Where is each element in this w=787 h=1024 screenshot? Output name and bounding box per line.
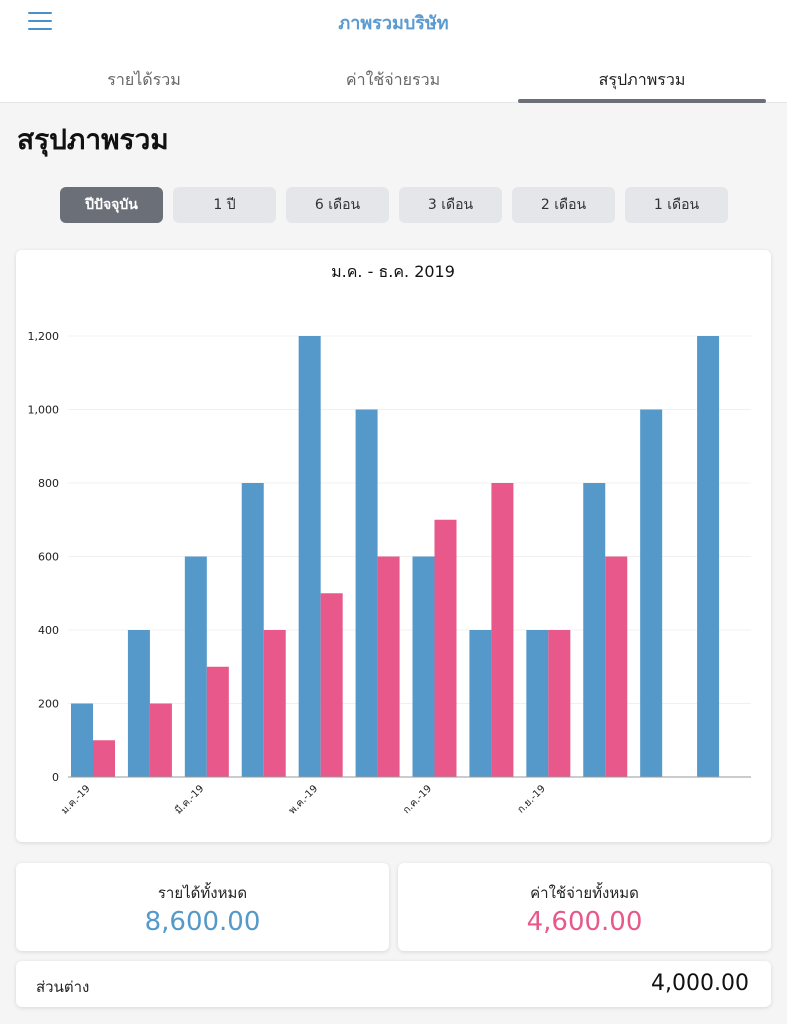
bar-income bbox=[697, 336, 720, 777]
bar-expense bbox=[434, 519, 457, 777]
page-title: สรุปภาพรวม bbox=[17, 123, 169, 156]
range-2-months-button[interactable]: 2 เดือน bbox=[512, 187, 615, 223]
range-current-year-button[interactable]: ปีปัจจุบัน bbox=[60, 187, 163, 223]
expense-total-label: ค่าใช้จ่ายทั้งหมด bbox=[530, 884, 639, 902]
bar-income bbox=[526, 630, 549, 777]
tab-income[interactable]: รายได้รวม bbox=[107, 70, 181, 89]
difference-label: ส่วนต่าง bbox=[36, 978, 90, 996]
tab-bar: รายได้รวม ค่าใช้จ่ายรวม สรุปภาพรวม bbox=[0, 60, 787, 103]
range-1-year-button[interactable]: 1 ปี bbox=[173, 187, 276, 223]
bar-expense bbox=[206, 666, 229, 777]
chart-title: ม.ค. - ธ.ค. 2019 bbox=[331, 262, 455, 281]
tab-expense[interactable]: ค่าใช้จ่ายรวม bbox=[345, 70, 441, 89]
bar-income bbox=[71, 703, 93, 777]
range-selector: ปีปัจจุบัน 1 ปี 6 เดือน 3 เดือน 2 เดือน … bbox=[60, 187, 728, 223]
x-tick-label: พ.ค.-19 bbox=[287, 783, 320, 816]
income-total-label: รายได้ทั้งหมด bbox=[157, 884, 248, 902]
bar-income bbox=[412, 556, 435, 777]
y-tick-label: 600 bbox=[38, 551, 59, 564]
expense-total-card: ค่าใช้จ่ายทั้งหมด 4,600.00 bbox=[398, 863, 771, 951]
bar-income bbox=[640, 409, 663, 777]
app-title: ภาพรวมบริษัท bbox=[338, 13, 449, 34]
x-tick-label: ก.ค.-19 bbox=[401, 783, 434, 816]
bar-income bbox=[184, 556, 207, 777]
income-total-card: รายได้ทั้งหมด 8,600.00 bbox=[16, 863, 389, 951]
bar-expense bbox=[491, 483, 514, 777]
top-bar: ภาพรวมบริษัท รายได้รวม ค่าใช้จ่ายรวม สรุ… bbox=[0, 0, 787, 103]
y-tick-label: 1,200 bbox=[28, 330, 60, 343]
bar-income bbox=[298, 336, 321, 777]
y-tick-label: 800 bbox=[38, 477, 59, 490]
difference-value: 4,000.00 bbox=[651, 971, 749, 996]
expense-total-value: 4,600.00 bbox=[526, 907, 643, 937]
chart-card: ม.ค. - ธ.ค. 2019 0 200 400 600 800 1,000 1,200… bbox=[16, 250, 771, 842]
y-tick-label: 200 bbox=[38, 698, 59, 711]
bar-income bbox=[469, 630, 492, 777]
income-total-value: 8,600.00 bbox=[144, 907, 261, 937]
bar-expense bbox=[93, 740, 115, 777]
tab-summary[interactable]: สรุปภาพรวม bbox=[518, 60, 766, 103]
menu-icon[interactable] bbox=[28, 12, 52, 32]
bar-expense bbox=[605, 556, 628, 777]
bar-expense bbox=[320, 593, 343, 777]
range-1-month-button[interactable]: 1 เดือน bbox=[625, 187, 728, 223]
bar-expense bbox=[377, 556, 400, 777]
bar-income bbox=[127, 630, 150, 777]
range-3-months-button[interactable]: 3 เดือน bbox=[399, 187, 502, 223]
x-tick-label: ม.ค.-19 bbox=[59, 783, 92, 816]
bar-income bbox=[241, 483, 264, 777]
bar-chart: ม.ค. - ธ.ค. 2019 0 200 400 600 800 1,000 1,200… bbox=[28, 262, 751, 817]
x-tick-label: ก.ย.-19 bbox=[516, 783, 548, 815]
y-tick-label: 0 bbox=[52, 771, 59, 784]
range-6-months-button[interactable]: 6 เดือน bbox=[286, 187, 389, 223]
bar-expense bbox=[263, 630, 286, 777]
difference-card: ส่วนต่าง 4,000.00 bbox=[16, 961, 771, 1007]
bar-expense bbox=[149, 703, 172, 777]
y-tick-label: 400 bbox=[38, 624, 59, 637]
y-tick-label: 1,000 bbox=[28, 404, 60, 417]
x-tick-label: มี.ค.-19 bbox=[172, 783, 206, 817]
bar-income bbox=[355, 409, 378, 777]
bar-income bbox=[583, 483, 606, 777]
bar-expense bbox=[548, 630, 571, 777]
